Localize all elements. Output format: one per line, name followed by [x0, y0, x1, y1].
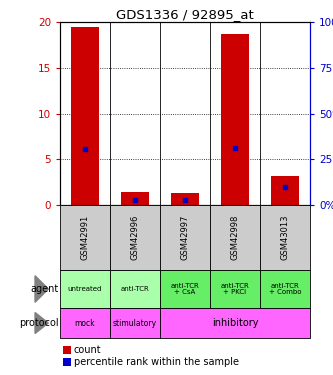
Bar [160, 205, 210, 270]
Text: GSM42991: GSM42991 [81, 215, 90, 260]
Text: anti-TCR
+ PKCi: anti-TCR + PKCi [221, 282, 249, 296]
Point [132, 197, 138, 203]
Text: GSM42997: GSM42997 [180, 215, 189, 260]
Bar [160, 270, 210, 308]
Point [282, 184, 288, 190]
Bar [110, 308, 160, 338]
Point [182, 197, 188, 203]
Bar [260, 270, 310, 308]
Bar [210, 270, 260, 308]
Bar [60, 205, 110, 270]
Bar [260, 205, 310, 270]
Bar [171, 193, 199, 205]
Point [232, 145, 238, 151]
Text: stimulatory: stimulatory [113, 318, 157, 327]
Text: GSM42998: GSM42998 [230, 215, 239, 260]
Text: anti-TCR
+ CsA: anti-TCR + CsA [170, 282, 199, 296]
Bar [210, 205, 260, 270]
Polygon shape [35, 276, 48, 302]
Bar [271, 176, 299, 205]
Bar [221, 34, 249, 205]
Polygon shape [35, 312, 48, 333]
Text: untreated: untreated [68, 286, 102, 292]
Text: inhibitory: inhibitory [212, 318, 258, 328]
Bar [110, 205, 160, 270]
Text: anti-TCR: anti-TCR [121, 286, 150, 292]
Text: percentile rank within the sample: percentile rank within the sample [74, 357, 239, 367]
Bar [110, 270, 160, 308]
Bar [71, 27, 99, 205]
Point [82, 146, 88, 152]
Bar [121, 192, 149, 205]
Title: GDS1336 / 92895_at: GDS1336 / 92895_at [116, 8, 254, 21]
Bar [60, 270, 110, 308]
Text: anti-TCR
+ Combo: anti-TCR + Combo [269, 282, 301, 296]
Text: protocol: protocol [19, 318, 58, 328]
Text: mock: mock [75, 318, 95, 327]
Text: count: count [74, 345, 102, 355]
Text: agent: agent [30, 284, 58, 294]
Bar [160, 308, 310, 338]
Text: GSM43013: GSM43013 [280, 215, 289, 260]
Text: GSM42996: GSM42996 [131, 215, 140, 260]
Bar [60, 308, 110, 338]
